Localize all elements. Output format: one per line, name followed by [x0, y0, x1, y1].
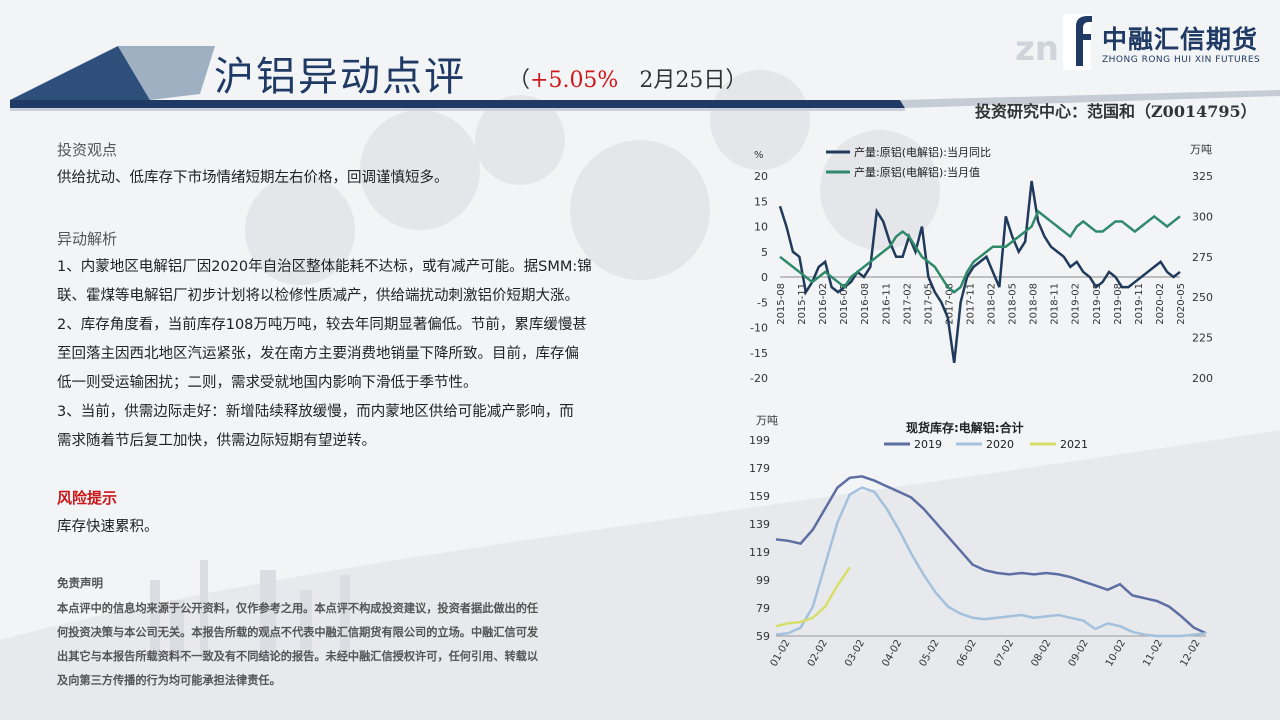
x-tick-label: 2017-08 — [944, 283, 955, 325]
x-tick-label: 2018-05 — [1008, 283, 1019, 325]
x-tick-label: 09-02 — [1067, 638, 1091, 669]
series-line — [775, 475, 1207, 635]
left-tick-label: -20 — [750, 372, 768, 385]
x-tick-label: 02-02 — [806, 638, 830, 669]
view-title: 投资观点 — [57, 141, 118, 159]
disclaimer-line: 及向第三方传播的行为均可能承担法律责任。 — [57, 674, 281, 687]
right-tick-label: 250 — [1192, 291, 1213, 304]
legend-label: 2020 — [986, 438, 1014, 451]
x-tick-label: 2017-11 — [965, 283, 976, 325]
right-unit-label: 万吨 — [1190, 143, 1212, 156]
y-tick-label: 199 — [749, 434, 770, 447]
legend-label: 产量:原铝(电解铝):当月同比 — [854, 145, 991, 159]
x-tick-label: 07-02 — [992, 638, 1016, 669]
analysis-line: 至回落主因西北地区汽运紧张，发在南方主要消费地销量下降所致。目前，库存偏 — [57, 346, 579, 362]
x-tick-label: 04-02 — [880, 638, 904, 669]
header-decoration: zn — [10, 14, 1280, 111]
analysis-line: 1、内蒙地区电解铝厂因2020年自治区整体能耗不达标，或有减产可能。据SMM:锦 — [57, 259, 592, 275]
analysis-title: 异动解析 — [57, 230, 118, 248]
left-tick-label: -15 — [750, 347, 768, 360]
x-tick-label: 10-02 — [1104, 638, 1128, 669]
left-tick-label: 10 — [754, 221, 768, 234]
production-chart: % 万吨 20 15 10 5 0 -5 -10 -15 -20 325 300 275 250 225 200… — [750, 143, 1213, 385]
risk-text: 库存快速累积。 — [57, 519, 159, 535]
disclaimer-line: 本点评中的信息均来源于公开资料，仅作参考之用。本点评不构成投资建议，投资者据此做… — [57, 602, 539, 615]
series-line — [775, 566, 851, 628]
x-tick-label: 2019-02 — [1071, 283, 1082, 325]
legend-label: 产量:原铝(电解铝):当月值 — [854, 165, 980, 179]
y-tick-label: 139 — [749, 518, 770, 531]
disclaimer-line: 出其它与本报告所载资料不一致及有不同结论的报告。未经中融汇信授权许可，任何引用、… — [57, 650, 539, 663]
x-tick-label: 08-02 — [1029, 638, 1053, 669]
x-tick-label: 2016-08 — [860, 283, 871, 325]
right-tick-label: 300 — [1192, 210, 1213, 223]
company-logo-english: ZHONG RONG HUI XIN FUTURES — [1102, 55, 1261, 65]
x-tick-label: 03-02 — [843, 638, 867, 669]
right-tick-label: 200 — [1192, 372, 1213, 385]
page-title: 沪铝异动点评 — [214, 54, 466, 100]
analysis-line: 需求随着节后复工加快，供需边际短期有望逆转。 — [57, 433, 376, 449]
x-tick-label: 2019-05 — [1092, 283, 1103, 325]
left-tick-label: 20 — [754, 170, 768, 183]
disclaimer-line: 何投资决策与本公司无关。本报告所载的观点不代表中融汇信期货有限公司的立场。中融汇… — [57, 626, 539, 639]
x-tick-label: 2016-11 — [881, 283, 892, 325]
y-tick-label: 59 — [756, 630, 770, 643]
right-tick-label: 275 — [1192, 251, 1213, 264]
company-logo-text: 中融汇信期货 — [1102, 25, 1259, 54]
x-tick-label: 2020-02 — [1155, 283, 1166, 325]
x-tick-label: 2020-05 — [1176, 283, 1187, 325]
change-percent: +5.05% — [530, 68, 619, 93]
x-tick-label: 2016-02 — [818, 283, 829, 325]
left-tick-label: 5 — [761, 246, 768, 259]
y-tick-label: 119 — [749, 546, 770, 559]
series-line — [778, 180, 1181, 364]
x-tick-label: 01-02 — [769, 638, 793, 669]
series-line — [775, 486, 1207, 638]
x-tick-label: 2015-11 — [797, 283, 808, 325]
x-tick-label: 2019-11 — [1134, 283, 1145, 325]
x-tick-label: 2015-08 — [776, 283, 787, 325]
x-tick-label: 11-02 — [1141, 638, 1165, 669]
x-tick-label: 05-02 — [918, 638, 942, 669]
y-tick-label: 79 — [756, 602, 770, 615]
left-tick-label: 0 — [761, 271, 768, 284]
x-tick-label: 2019-08 — [1113, 283, 1124, 325]
research-center: 投资研究中心：范国和（Z0014795） — [975, 102, 1257, 121]
analysis-line: 低一则受运输困扰；二则，需求受就地国内影响下滑低于季节性。 — [57, 375, 478, 391]
x-tick-label: 06-02 — [955, 638, 979, 669]
x-tick-label: 2018-11 — [1050, 283, 1061, 325]
x-tick-label: 2018-08 — [1029, 283, 1040, 325]
y-tick-label: 99 — [756, 574, 770, 587]
left-tick-label: -10 — [750, 322, 768, 335]
risk-title: 风险提示 — [57, 489, 118, 507]
x-tick-label: 2016-05 — [839, 283, 850, 325]
logo-icon — [1076, 16, 1092, 66]
chart-title: 现货库存:电解铝:合计 — [906, 420, 1024, 435]
y-tick-label: 159 — [749, 490, 770, 503]
analysis-line: 3、当前，供需边际走好：新增陆续释放缓慢，而内蒙地区供给可能减产影响，而 — [57, 404, 574, 420]
disclaimer-title: 免责声明 — [57, 576, 103, 590]
legend-label: 2021 — [1060, 438, 1088, 451]
title-subtitle: （+5.05% 2月25日） — [508, 68, 748, 93]
analysis-line: 联、霍煤等电解铝厂初步计划将以检修性质减产，供给端扰动刺激铝价短期大涨。 — [57, 288, 579, 304]
series-line — [779, 209, 1181, 294]
x-tick-label: 12-02 — [1179, 638, 1203, 669]
view-text: 供给扰动、低库存下市场情绪短期左右价格，回调谨慎短多。 — [57, 170, 449, 186]
right-tick-label: 325 — [1192, 170, 1213, 183]
right-tick-label: 225 — [1192, 332, 1213, 345]
analysis-line: 2、库存角度看，当前库存108万吨万吨，较去年同期显著偏低。节前，累库缓慢甚 — [57, 317, 587, 333]
x-tick-label: 2017-02 — [902, 283, 913, 325]
y-unit-label: 万吨 — [756, 414, 778, 427]
left-tick-label: 15 — [754, 195, 768, 208]
legend-label: 2019 — [914, 438, 942, 451]
left-tick-label: -5 — [757, 296, 768, 309]
y-tick-label: 179 — [749, 462, 770, 475]
x-tick-label: 2017-05 — [923, 283, 934, 325]
left-unit-label: % — [754, 150, 764, 161]
logo-watermark: zn — [1015, 29, 1059, 69]
x-tick-label: 2018-02 — [987, 283, 998, 325]
report-date: 2月25日 — [639, 68, 726, 93]
